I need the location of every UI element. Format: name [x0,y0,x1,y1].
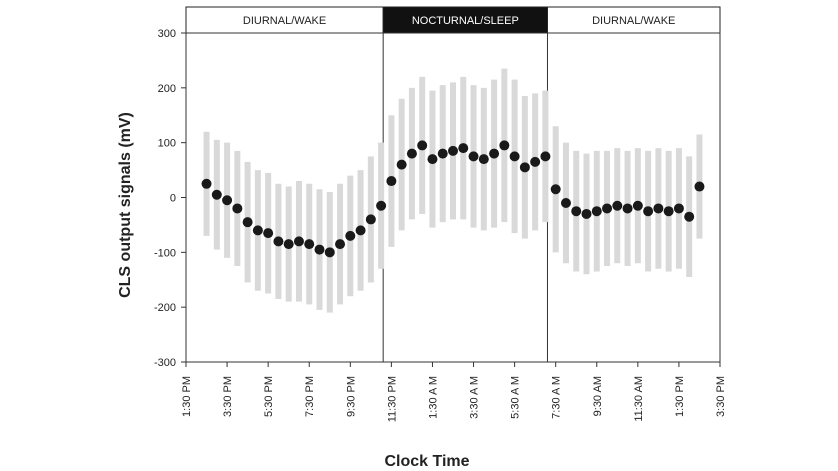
data-point [643,206,654,217]
data-point [550,184,561,195]
y-tick-label: -200 [154,302,176,314]
y-tick-label: 100 [158,138,176,150]
phase-label: DIURNAL/WAKE [592,15,675,27]
data-point [427,154,438,165]
data-point [314,244,325,255]
data-point [437,148,448,159]
x-tick-label: 7:30 PM [304,376,316,417]
data-point [591,206,602,217]
y-tick-label: 0 [170,193,176,205]
data-point [694,181,705,192]
data-point [478,154,489,165]
data-point [663,206,674,217]
x-tick-label: 7:30 A M [551,376,563,419]
data-point [386,176,397,187]
x-tick-label: 3:30 PM [222,376,234,417]
data-point [345,230,356,241]
data-point [304,239,315,250]
data-point [519,162,530,173]
data-point [684,211,695,222]
x-tick-label: 5:30 PM [263,376,275,417]
data-point [273,236,284,247]
data-point [458,143,469,154]
data-point [293,236,304,247]
data-point [417,140,428,151]
data-point [396,159,407,170]
data-point [283,239,294,250]
x-tick-label: 9:30 AM [592,376,604,416]
phase-label: DIURNAL/WAKE [243,15,326,27]
data-point [365,214,376,225]
data-point [632,200,643,211]
x-tick-label: 11:30 PM [386,376,398,422]
data-point [560,197,571,208]
phase-band [382,6,548,34]
data-point [252,225,263,236]
data-point [571,206,582,217]
data-point [489,148,500,159]
data-point [324,247,335,258]
x-tick-label: 1:30 PM [181,376,193,417]
x-tick-label: 3:30 PM [715,376,727,417]
data-point [222,195,233,206]
x-tick-label: 5:30 A M [510,376,522,419]
x-tick-label: 9:30 PM [345,376,357,417]
data-point [622,203,633,214]
data-point [335,239,346,250]
data-point [242,217,253,228]
y-axis-title: CLS output signals (mV) [117,112,134,298]
data-point [263,228,274,239]
data-point [540,151,551,162]
data-point [448,145,458,156]
data-point [509,151,520,162]
x-tick-label: 3:30 A M [469,376,481,419]
data-point [673,203,684,214]
data-point [232,203,243,214]
phase-label: NOCTURNAL/SLEEP [412,15,519,27]
data-point [612,200,623,211]
data-point [468,151,479,162]
data-point [499,140,510,151]
data-point [406,148,417,159]
x-tick-label: 1:30 PM [674,376,686,417]
y-tick-label: 300 [158,28,176,40]
data-point [530,156,541,167]
data-point [376,200,387,211]
x-tick-label: 11:30 AM [633,376,645,422]
data-point [355,225,366,236]
x-axis-title: Clock Time [384,453,469,470]
y-tick-label: 200 [158,83,176,95]
data-point [201,178,212,189]
y-tick-label: -100 [154,247,176,259]
data-point [581,208,592,219]
data-point [653,203,664,214]
data-point [211,189,222,200]
x-tick-label: 1:30 A M [427,376,439,419]
data-point [602,203,613,214]
phase-band [185,6,384,34]
y-tick-label: -300 [154,357,176,369]
